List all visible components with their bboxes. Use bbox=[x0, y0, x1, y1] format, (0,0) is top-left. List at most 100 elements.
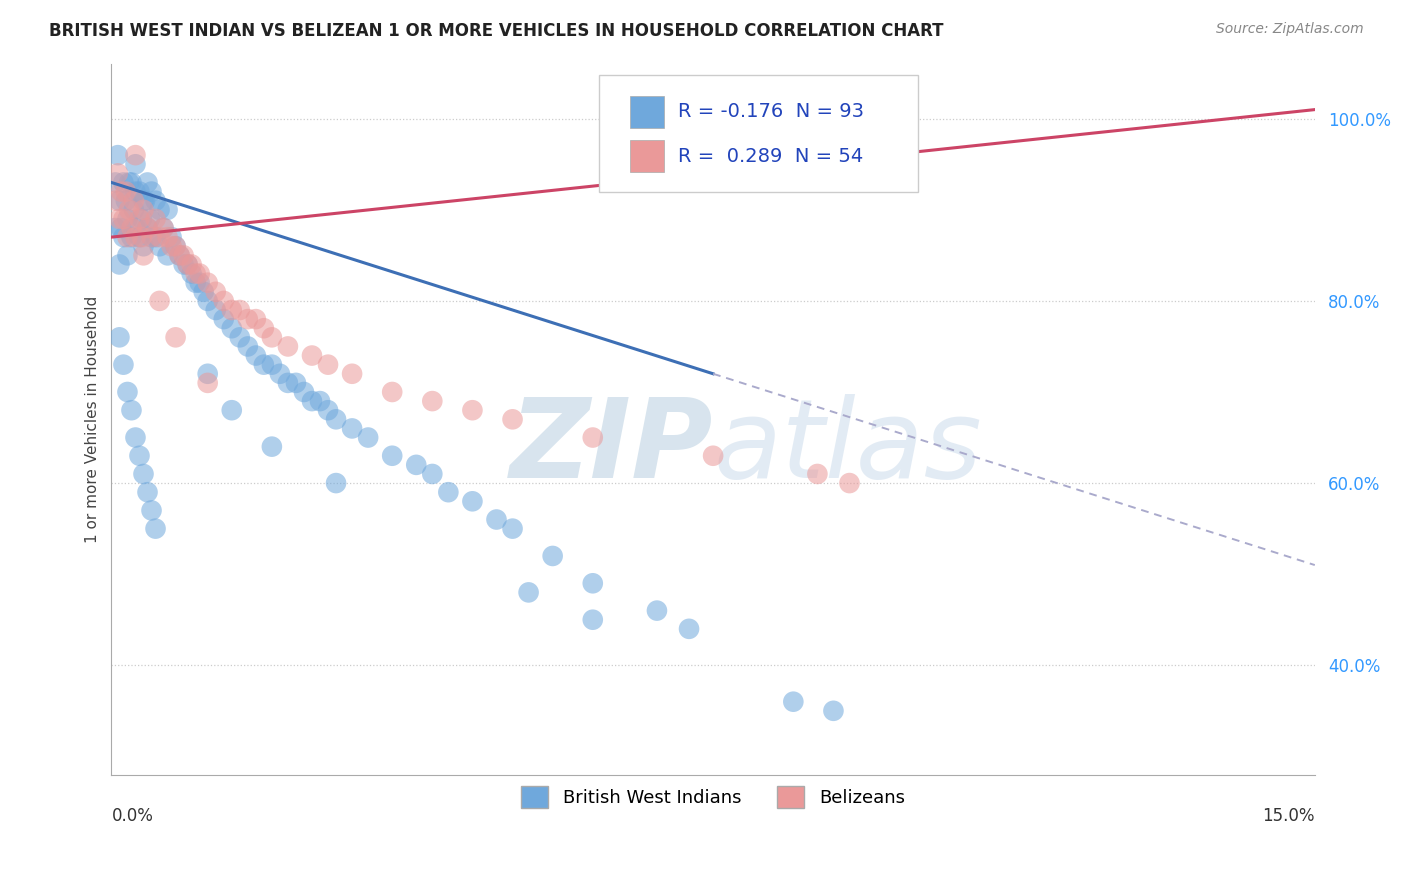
Point bbox=[277, 376, 299, 390]
Point bbox=[221, 303, 243, 318]
Point bbox=[381, 449, 404, 463]
Point bbox=[108, 257, 131, 271]
Point bbox=[316, 403, 339, 417]
Point bbox=[541, 549, 564, 563]
Point bbox=[260, 440, 283, 454]
Point bbox=[132, 194, 155, 208]
Text: 0.0%: 0.0% bbox=[111, 806, 153, 824]
Point bbox=[212, 312, 235, 326]
Text: atlas: atlas bbox=[713, 394, 981, 501]
Text: ZIP: ZIP bbox=[509, 394, 713, 501]
Point bbox=[136, 176, 159, 190]
Point bbox=[132, 467, 155, 481]
Point bbox=[260, 330, 283, 344]
Point bbox=[229, 330, 252, 344]
Point bbox=[124, 185, 146, 199]
Point bbox=[128, 230, 150, 244]
Point bbox=[117, 384, 139, 399]
Point bbox=[236, 312, 259, 326]
FancyBboxPatch shape bbox=[630, 140, 664, 172]
Point bbox=[517, 585, 540, 599]
Point bbox=[121, 230, 143, 244]
Point bbox=[108, 194, 131, 208]
Point bbox=[128, 449, 150, 463]
Point bbox=[122, 194, 145, 208]
Text: 15.0%: 15.0% bbox=[1263, 806, 1315, 824]
Point bbox=[806, 467, 828, 481]
Point bbox=[253, 321, 276, 335]
Point bbox=[197, 376, 219, 390]
Point bbox=[169, 248, 191, 262]
FancyBboxPatch shape bbox=[599, 75, 918, 192]
Point bbox=[107, 148, 129, 162]
Point bbox=[112, 176, 135, 190]
Point bbox=[193, 285, 215, 299]
Point bbox=[117, 211, 139, 226]
Point bbox=[582, 431, 605, 445]
Point bbox=[645, 604, 668, 618]
Point bbox=[212, 293, 235, 308]
Point bbox=[136, 221, 159, 235]
Point bbox=[128, 185, 150, 199]
Point bbox=[134, 194, 156, 208]
Legend: British West Indians, Belizeans: British West Indians, Belizeans bbox=[515, 779, 912, 815]
Point bbox=[165, 239, 187, 253]
Point bbox=[340, 367, 363, 381]
Point bbox=[485, 512, 508, 526]
Point bbox=[145, 211, 167, 226]
Point bbox=[702, 449, 724, 463]
Point bbox=[117, 230, 139, 244]
Point bbox=[180, 257, 202, 271]
Point bbox=[132, 239, 155, 253]
Point bbox=[148, 202, 170, 217]
Point bbox=[437, 485, 460, 500]
Point bbox=[292, 384, 315, 399]
Point bbox=[165, 330, 187, 344]
Point bbox=[188, 276, 211, 290]
Point bbox=[160, 239, 183, 253]
Point bbox=[325, 476, 347, 491]
Point bbox=[502, 412, 524, 426]
Point bbox=[204, 285, 226, 299]
Point bbox=[124, 157, 146, 171]
Point bbox=[357, 431, 380, 445]
Point bbox=[152, 221, 174, 235]
Point bbox=[108, 211, 131, 226]
Point bbox=[139, 211, 162, 226]
Point bbox=[229, 303, 252, 318]
Point bbox=[108, 330, 131, 344]
Point bbox=[118, 202, 141, 217]
Point bbox=[173, 248, 195, 262]
Point bbox=[122, 202, 145, 217]
Point bbox=[245, 312, 267, 326]
Point bbox=[381, 384, 404, 399]
Point bbox=[405, 458, 427, 472]
Point bbox=[112, 211, 135, 226]
Point bbox=[253, 358, 276, 372]
Point bbox=[301, 349, 323, 363]
Point bbox=[309, 394, 332, 409]
Point bbox=[107, 166, 129, 180]
Point bbox=[782, 695, 804, 709]
Text: BRITISH WEST INDIAN VS BELIZEAN 1 OR MORE VEHICLES IN HOUSEHOLD CORRELATION CHAR: BRITISH WEST INDIAN VS BELIZEAN 1 OR MOR… bbox=[49, 22, 943, 40]
Point bbox=[340, 421, 363, 435]
Point bbox=[115, 185, 138, 199]
Point bbox=[136, 485, 159, 500]
Point bbox=[582, 576, 605, 591]
Point bbox=[112, 230, 135, 244]
Text: R =  0.289  N = 54: R = 0.289 N = 54 bbox=[678, 147, 863, 166]
Point bbox=[160, 230, 183, 244]
Point bbox=[301, 394, 323, 409]
Point bbox=[156, 230, 179, 244]
Point bbox=[148, 230, 170, 244]
Point bbox=[104, 194, 127, 208]
Point bbox=[141, 230, 163, 244]
Point bbox=[104, 176, 127, 190]
Point bbox=[260, 358, 283, 372]
Point bbox=[132, 202, 155, 217]
Point bbox=[188, 267, 211, 281]
Point bbox=[115, 194, 138, 208]
Point bbox=[420, 394, 443, 409]
Point bbox=[420, 467, 443, 481]
Point bbox=[176, 257, 198, 271]
